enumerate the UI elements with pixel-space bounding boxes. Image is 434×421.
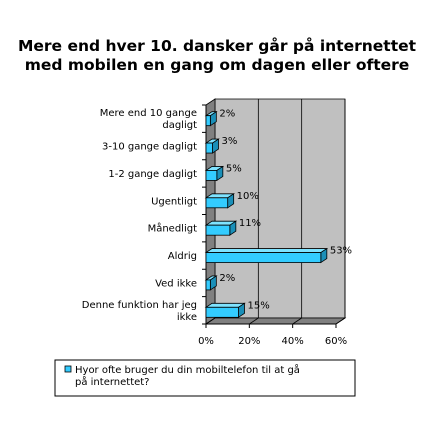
bar [204, 110, 218, 127]
category-label: 1-2 gange dagligt [108, 169, 197, 180]
category-label: Mere end 10 gange [100, 108, 197, 119]
data-label: 2% [219, 109, 235, 120]
floor-gridline [292, 317, 302, 325]
data-label: 3% [222, 136, 238, 147]
x-axis-ticks: 0% 20% 40% 60% [198, 324, 347, 347]
back-wall [214, 98, 346, 319]
chart-title-line: med mobilen en gang om dagen eller ofter… [25, 56, 410, 74]
data-label: 5% [226, 163, 242, 174]
bar-front [205, 306, 239, 318]
data-label: 11% [239, 218, 261, 229]
data-label: 2% [219, 273, 235, 284]
floor-gridline [205, 317, 216, 325]
category-label: 3-10 gange dagligt [102, 142, 197, 153]
x-tick-label: 0% [198, 336, 214, 347]
bar-top [204, 248, 329, 253]
category-label: Månedligt [148, 222, 197, 235]
data-label: 53% [330, 246, 352, 257]
x-tick-label: 20% [238, 336, 260, 347]
legend-label: på internettet? [75, 375, 150, 388]
bar-front [205, 115, 211, 127]
category-label: Denne funktion har jeg [82, 300, 197, 311]
data-label: 15% [248, 300, 270, 311]
bar [204, 302, 246, 319]
bars [204, 110, 329, 319]
x-tick-label: 60% [325, 336, 347, 347]
bar-front [205, 170, 218, 181]
bar [204, 138, 220, 154]
bar-front [205, 252, 322, 263]
legend-box [54, 359, 356, 397]
data-label: 10% [237, 191, 259, 202]
category-label: dagligt [162, 120, 197, 131]
floor-gridline [249, 317, 259, 325]
bar-front [205, 142, 213, 154]
bar [204, 247, 329, 264]
data-labels: 2% 3% 5% 10% 11% 53% 2% 15% [219, 109, 352, 312]
x-tick-label: 40% [282, 336, 304, 347]
category-label: Ugentligt [151, 196, 197, 207]
legend-label: Hyor ofte bruger du din mobiltelefon til… [75, 363, 300, 376]
bar [204, 165, 225, 182]
bar-front [205, 224, 231, 236]
floor [204, 317, 347, 325]
category-label: Aldrig [168, 251, 197, 262]
chart-title: Mere end hver 10. dansker går på interne… [18, 36, 417, 74]
bar [204, 275, 218, 291]
plot-area [202, 98, 347, 325]
bar-front [205, 279, 211, 291]
bar [204, 220, 238, 236]
bar [204, 193, 235, 209]
category-label: Ved ikke [155, 278, 197, 289]
bar-front [205, 197, 229, 209]
category-label: ikke [177, 312, 197, 323]
legend: Hyor ofte bruger du din mobiltelefon til… [54, 359, 356, 397]
legend-swatch [64, 365, 72, 373]
chart-title-line: Mere end hver 10. dansker går på interne… [18, 36, 417, 55]
floor-gridline [335, 317, 346, 325]
